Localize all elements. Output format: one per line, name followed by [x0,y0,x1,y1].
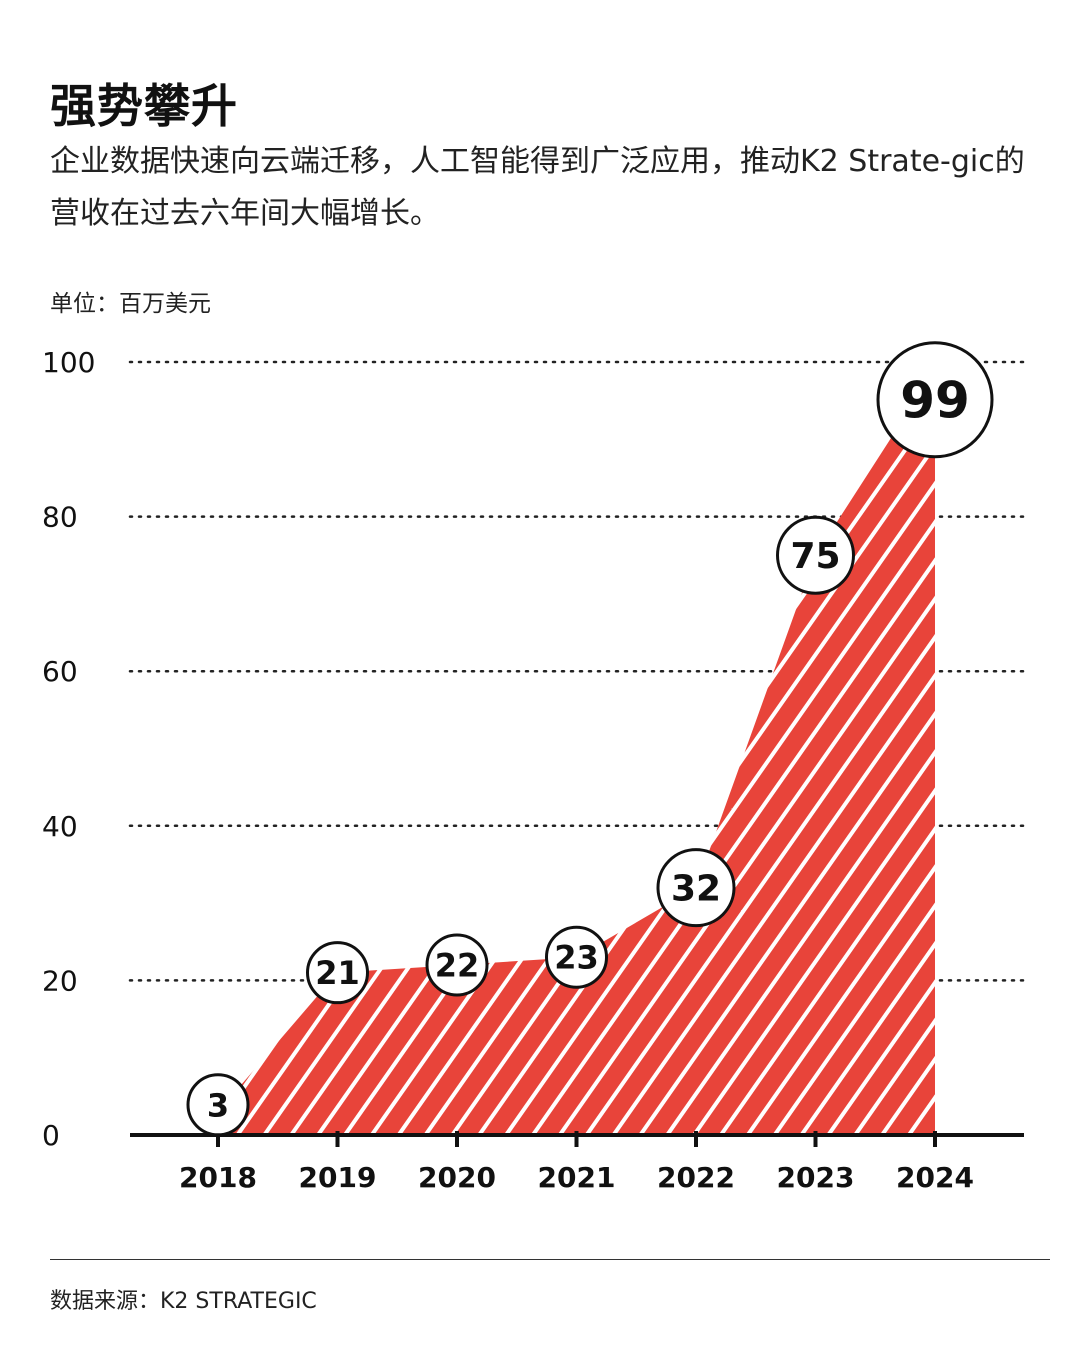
y-tick-label: 20 [42,964,78,997]
data-label-2022: 32 [671,869,721,910]
y-tick-label: 60 [42,655,78,688]
data-label-2021: 23 [554,939,599,977]
x-tick-label-2021: 2021 [538,1161,616,1194]
data-label-circle-2022 [656,848,736,928]
x-tick-label-2023: 2023 [777,1161,855,1194]
revenue-area-chart: 0 20 40 60 80 100 2018 2019 2020 2021 2022 2023 202… [42,341,1026,1194]
x-tick-label-2020: 2020 [418,1161,496,1194]
data-label-2023: 75 [790,536,840,577]
data-label-2020: 22 [435,946,480,984]
data-label-circle-2024 [876,341,994,459]
data-label-circle-2019 [306,941,369,1005]
data-label-circle-2018 [186,1073,250,1137]
source-note: 数据来源：K2 STRATEGIC [50,1289,317,1314]
chart-subtitle: 企业数据快速向云端迁移，人工智能得到广泛应用，推动K2 Strate-gic的营… [50,144,1025,231]
data-label-2019: 21 [315,954,360,992]
x-tick-label-2024: 2024 [896,1161,974,1194]
y-tick-label: 100 [42,346,95,379]
data-label-circle-2021 [545,925,608,989]
revenue-area [218,369,935,1136]
x-tick-label-2019: 2019 [299,1161,377,1194]
data-label-2018: 3 [207,1086,229,1124]
unit-label: 单位：百万美元 [50,291,211,317]
y-tick-label: 80 [42,501,78,534]
data-label-2024: 99 [900,372,970,430]
x-tick-label-2018: 2018 [179,1161,257,1194]
y-tick-label: 40 [42,810,78,843]
y-tick-label: 0 [42,1119,60,1152]
x-tick-label-2022: 2022 [657,1161,735,1194]
data-label-circle-2020 [425,933,489,997]
chart-title: 强势攀升 [50,79,238,133]
footer-divider [50,1259,1050,1260]
data-label-circle-2023 [776,515,855,595]
